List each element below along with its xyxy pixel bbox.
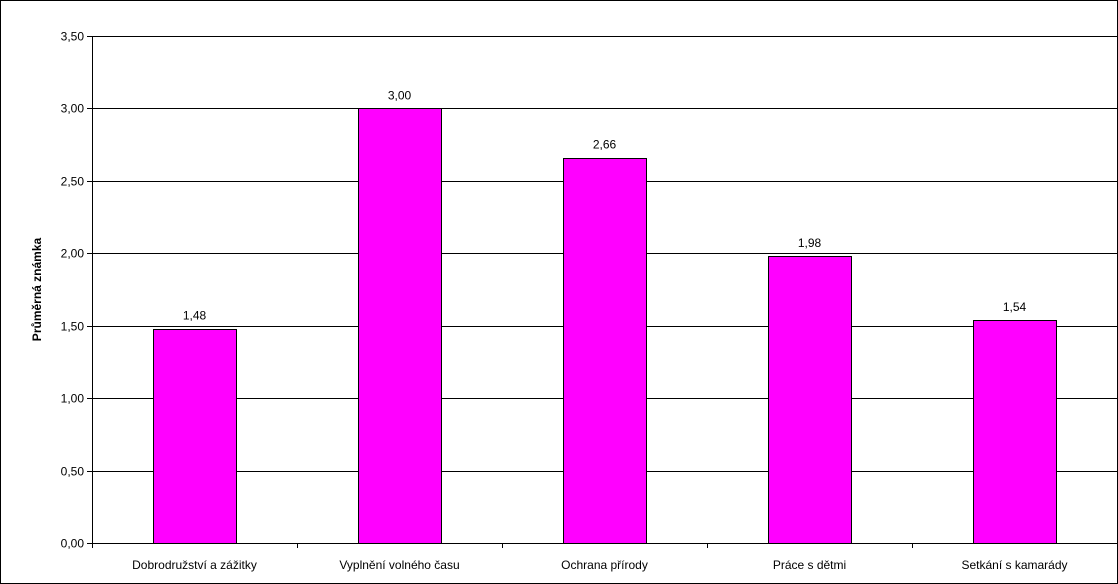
data-label: 3,00 — [388, 88, 412, 102]
bar — [973, 320, 1057, 544]
y-tick-label: 3,00 — [61, 102, 85, 116]
bar — [358, 108, 442, 544]
bar — [768, 256, 852, 544]
x-tick-label: Setkání s kamarády — [961, 558, 1067, 572]
x-tick-label: Ochrana přírody — [561, 558, 648, 572]
bar — [563, 158, 647, 544]
x-tick-label: Práce s dětmi — [773, 558, 846, 572]
data-label: 1,98 — [798, 236, 822, 250]
x-axis: Dobrodružství a zážitky Vyplnění volného … — [92, 543, 1118, 572]
y-tick-label: 1,00 — [61, 392, 85, 406]
data-label: 1,54 — [1003, 300, 1027, 314]
y-tick-label: 2,00 — [61, 247, 85, 261]
y-axis: 0,00 0,50 1,00 1,50 2,00 2,50 3,00 3,50 — [61, 30, 93, 551]
y-tick-label: 1,50 — [61, 320, 85, 334]
data-label: 1,48 — [183, 309, 207, 323]
data-label: 2,66 — [593, 138, 617, 152]
data-labels: 1,48 3,00 2,66 1,98 1,54 — [183, 88, 1027, 322]
y-tick-label: 0,00 — [61, 537, 85, 551]
y-tick-label: 3,50 — [61, 30, 85, 44]
x-tick-label: Vyplnění volného času — [339, 558, 459, 572]
x-tick-label: Dobrodružství a zážitky — [132, 558, 257, 572]
y-axis-title: Průměrná známka — [30, 237, 44, 341]
y-tick-label: 2,50 — [61, 175, 85, 189]
y-tick-label: 0,50 — [61, 465, 85, 479]
bar — [153, 329, 237, 544]
bars — [153, 108, 1057, 544]
